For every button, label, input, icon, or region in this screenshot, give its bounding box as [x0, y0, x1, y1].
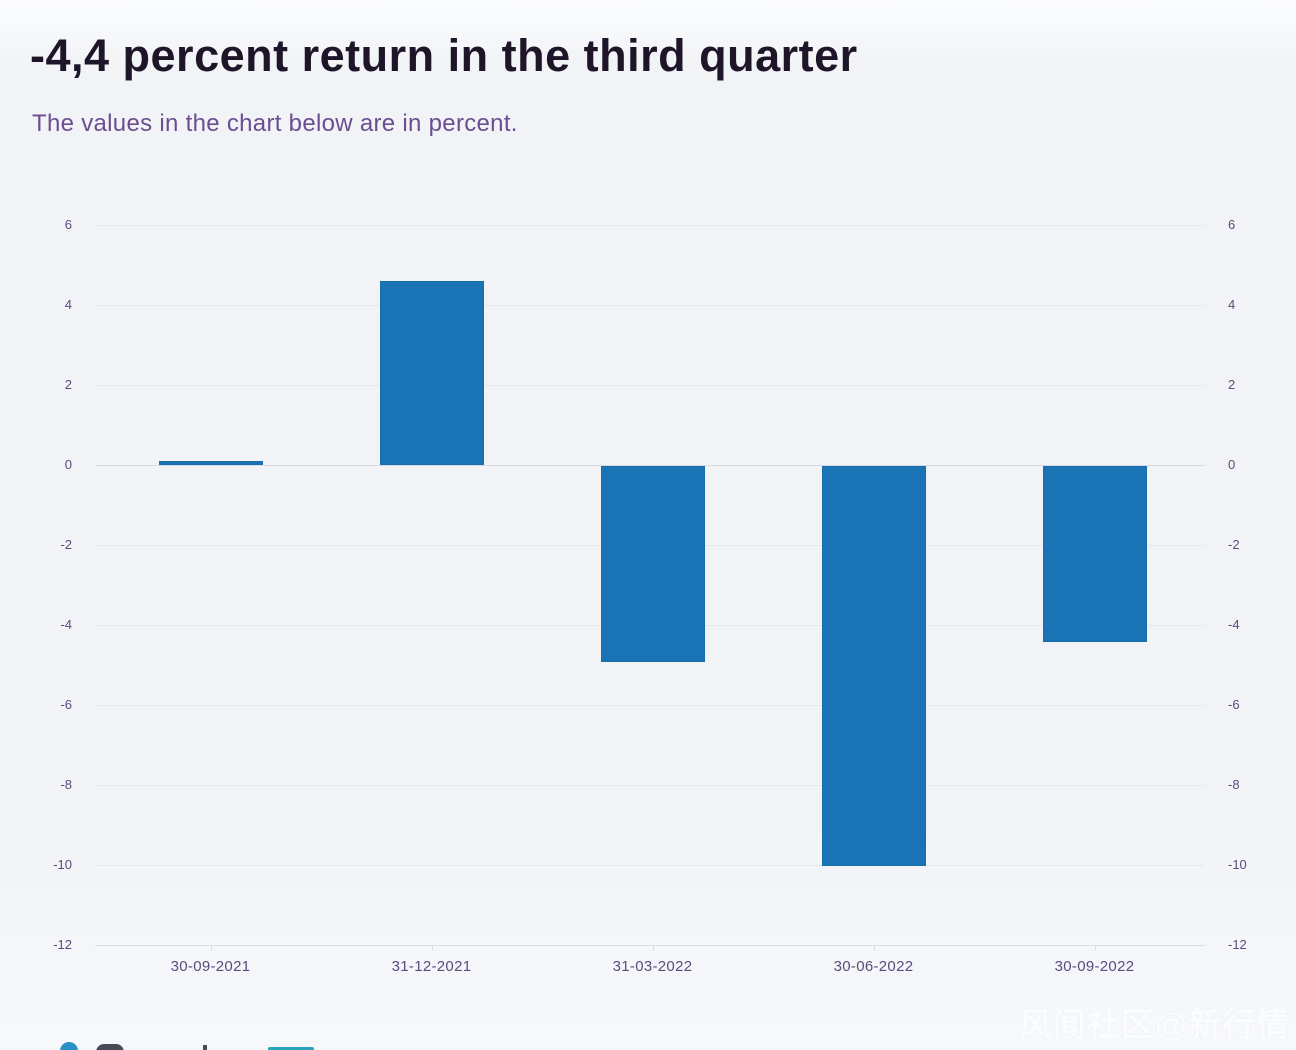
- legend-series-dot-icon[interactable]: [60, 1042, 78, 1050]
- chart-subtitle: The values in the chart below are in per…: [32, 110, 518, 137]
- y-axis-label-left: -10: [53, 857, 72, 872]
- x-axis-tick: [652, 945, 654, 951]
- x-axis-tick: [1094, 945, 1096, 951]
- legend-mark-fragment: [203, 1045, 207, 1050]
- gridline--8: [95, 785, 1205, 786]
- gridline--10: [95, 865, 1205, 866]
- bar-30-09-2021[interactable]: [158, 461, 263, 465]
- y-axis-label-left: 0: [64, 457, 72, 472]
- x-axis-tick: [431, 945, 433, 951]
- y-axis-label-left: -8: [60, 777, 72, 792]
- y-axis-label-right: -8: [1228, 777, 1240, 792]
- x-axis-label: 31-03-2022: [612, 958, 693, 975]
- y-axis-label-right: 6: [1228, 217, 1236, 232]
- y-axis-label-right: 2: [1228, 377, 1236, 392]
- bar-31-03-2022[interactable]: [600, 466, 705, 662]
- x-axis-label: 31-12-2021: [391, 958, 472, 975]
- y-axis-label-left: 2: [64, 377, 72, 392]
- watermark: 风闻社区@新行情: [1018, 1006, 1290, 1043]
- bar-30-09-2022[interactable]: [1042, 466, 1147, 642]
- gridline-4: [95, 305, 1205, 306]
- legend-cropped: [0, 1036, 700, 1050]
- legend-line-fragment: [268, 1047, 314, 1050]
- y-axis-label-right: -2: [1228, 537, 1240, 552]
- y-axis-label-right: 0: [1228, 457, 1236, 472]
- bar-30-06-2022[interactable]: [821, 466, 926, 866]
- y-axis-label-left: -6: [60, 697, 72, 712]
- gridline--12: [95, 945, 1205, 946]
- y-axis-label-left: -12: [53, 937, 72, 952]
- y-axis-label-left: 4: [64, 297, 72, 312]
- y-axis-label-left: -4: [60, 617, 72, 632]
- y-axis-label-left: -2: [60, 537, 72, 552]
- x-axis-label: 30-09-2022: [1054, 958, 1135, 975]
- y-axis-label-right: -4: [1228, 617, 1240, 632]
- legend-label-fragment[interactable]: [96, 1044, 124, 1050]
- x-axis-tick: [873, 945, 875, 951]
- bar-31-12-2021[interactable]: [379, 281, 484, 465]
- y-axis-label-left: 6: [64, 217, 72, 232]
- gridline-6: [95, 225, 1205, 226]
- y-axis-label-right: -12: [1228, 937, 1247, 952]
- chart-title: -4,4 percent return in the third quarter: [30, 30, 858, 81]
- gridline--6: [95, 705, 1205, 706]
- x-axis-label: 30-06-2022: [833, 958, 914, 975]
- gridline-0: [95, 465, 1205, 466]
- y-axis-label-right: -10: [1228, 857, 1247, 872]
- gridline-2: [95, 385, 1205, 386]
- x-axis-tick: [210, 945, 212, 951]
- y-axis-label-right: -6: [1228, 697, 1240, 712]
- x-axis-label: 30-09-2021: [170, 958, 251, 975]
- y-axis-label-right: 4: [1228, 297, 1236, 312]
